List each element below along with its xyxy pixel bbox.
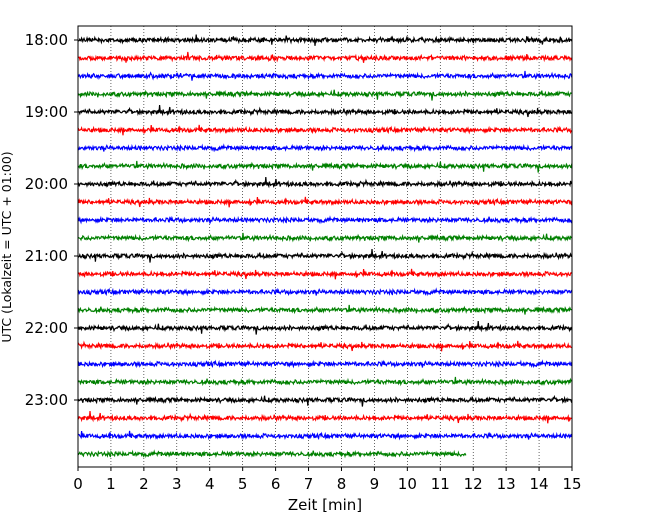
x-tick-label: 0 [73, 475, 83, 493]
trace-2130 [77, 287, 573, 297]
x-tick-label: 11 [431, 475, 450, 493]
x-tick-label: 7 [304, 475, 314, 493]
y-tick-label: 19:00 [25, 103, 68, 121]
trace-2100 [77, 248, 572, 263]
x-tick-label: 1 [106, 475, 116, 493]
y-tick-label: 22:00 [25, 319, 68, 337]
trace-2315 [77, 410, 573, 424]
y-tick-label: 20:00 [25, 175, 68, 193]
trace-2200 [77, 320, 573, 335]
trace-2015 [77, 196, 573, 208]
trace-2300 [77, 394, 573, 407]
trace-2115 [77, 268, 573, 280]
trace-2215 [77, 340, 573, 352]
trace-1930 [77, 143, 573, 153]
x-tick-label: 5 [238, 475, 248, 493]
x-tick-label: 9 [370, 475, 380, 493]
x-tick-label: 3 [172, 475, 182, 493]
trace-1900 [77, 104, 573, 118]
x-tick-label: 13 [497, 475, 516, 493]
x-tick-label: 6 [271, 475, 281, 493]
trace-2330 [77, 430, 573, 441]
trace-2145 [77, 304, 572, 315]
x-tick-label: 10 [398, 475, 417, 493]
trace-2230 [77, 359, 573, 369]
trace-2245 [77, 376, 572, 387]
y-tick-label: 18:00 [25, 31, 68, 49]
trace-2000 [77, 176, 573, 189]
trace-2045 [77, 232, 572, 243]
trace-1830 [77, 70, 573, 81]
x-tick-label: 14 [530, 475, 549, 493]
seismic-traces [77, 34, 573, 459]
x-tick-label: 8 [337, 475, 347, 493]
trace-1845 [77, 89, 572, 101]
trace-1945 [77, 160, 573, 173]
x-axis-ticks: 0 1 2 3 4 5 6 7 8 9 10 11 12 13 14 15 [73, 467, 582, 493]
plot-frame [77, 25, 573, 468]
trace-1915 [77, 124, 573, 136]
x-axis-label: Zeit [min] [288, 496, 362, 514]
trace-2345 [77, 449, 467, 459]
y-axis-ticks: 18:00 19:00 20:00 21:00 22:00 23:00 [25, 31, 78, 409]
y-tick-label: 23:00 [25, 391, 68, 409]
x-tick-label: 12 [464, 475, 483, 493]
trace-1800 [77, 34, 573, 46]
x-tick-label: 4 [205, 475, 215, 493]
y-tick-label: 21:00 [25, 247, 68, 265]
y-axis-label: UTC (Lokalzeit = UTC + 01:00) [0, 151, 14, 342]
trace-2030 [77, 215, 573, 225]
x-tick-label: 15 [562, 475, 581, 493]
trace-1815 [77, 51, 573, 63]
x-tick-label: 2 [139, 475, 149, 493]
